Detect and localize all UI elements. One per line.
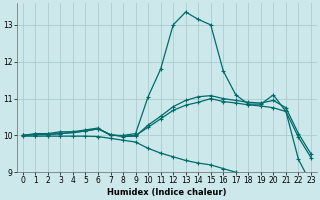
X-axis label: Humidex (Indice chaleur): Humidex (Indice chaleur) [107,188,227,197]
